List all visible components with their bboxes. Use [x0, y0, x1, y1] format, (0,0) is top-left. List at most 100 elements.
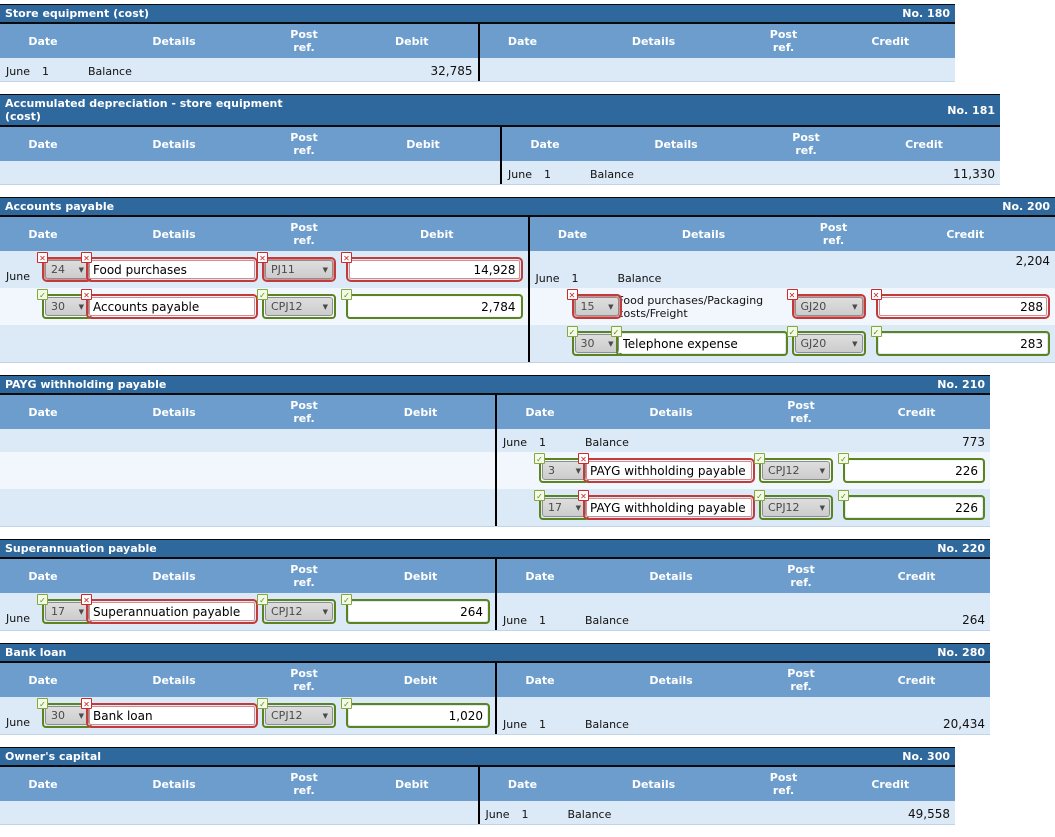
post-ref-select[interactable]: CPJ12▼	[265, 297, 333, 316]
column-header-post-ref: Post ref.	[759, 395, 843, 429]
date-cell: ✓17▼	[497, 489, 583, 526]
amount-input[interactable]	[846, 498, 982, 517]
post-ref-label: Post ref.	[288, 28, 320, 54]
amount-cell: ✓	[876, 331, 1055, 356]
amount-input[interactable]	[879, 297, 1048, 316]
amount-cell: ✓	[346, 599, 495, 624]
details-cell: Balance	[86, 65, 262, 78]
amount-input[interactable]	[349, 706, 487, 725]
post-field: ✓CPJ12▼	[262, 294, 336, 319]
selected-value: 3	[548, 464, 555, 477]
column-header-post-ref: Post ref.	[262, 663, 346, 697]
selected-value: 30	[51, 709, 65, 722]
amount-field: ✓	[346, 599, 490, 624]
post-ref-select[interactable]: CPJ12▼	[265, 602, 333, 621]
post-ref-select[interactable]: GJ20▼	[795, 334, 863, 353]
details-input[interactable]	[619, 334, 785, 353]
post-ref-cell: ✓CPJ12▼	[262, 599, 346, 624]
details-field: ✓	[616, 331, 788, 356]
amount-cell: 20,434	[843, 717, 990, 731]
post-ref-select[interactable]: PJ11▼	[265, 260, 333, 279]
column-header-debit: Debit	[346, 395, 495, 429]
post-ref-label: Post ref.	[768, 771, 800, 797]
error-x-icon: ✕	[567, 289, 578, 300]
details-input[interactable]	[586, 461, 752, 480]
date-select[interactable]: 15▼	[575, 297, 619, 316]
amount-field: ✓	[843, 458, 985, 483]
details-cell: ✕	[583, 458, 759, 483]
account-number: No. 220	[937, 542, 985, 555]
amount-input[interactable]	[846, 461, 982, 480]
column-header-details: Details	[86, 395, 262, 429]
date-month-label: June	[503, 436, 539, 449]
chevron-down-icon: ▼	[852, 340, 857, 348]
amount-text: 2,204	[1016, 254, 1050, 268]
details-cell: ✓	[616, 331, 792, 356]
correct-check-icon: ✓	[534, 453, 545, 464]
date-month-label: June	[486, 808, 522, 821]
amount-cell: 2,204	[876, 251, 1055, 268]
details-input[interactable]	[89, 260, 255, 279]
selected-value: 17	[548, 501, 562, 514]
correct-check-icon: ✓	[754, 490, 765, 501]
error-x-icon: ✕	[578, 453, 589, 464]
chevron-down-icon: ▼	[576, 504, 581, 512]
column-header-credit: Credit	[826, 767, 956, 801]
selected-value: CPJ12	[271, 605, 303, 618]
amount-input[interactable]	[349, 297, 520, 316]
post-ref-label: Post ref.	[785, 399, 817, 425]
selected-value: 15	[581, 300, 595, 313]
error-x-icon: ✕	[787, 289, 798, 300]
details-cell: Balance	[616, 272, 792, 285]
post-ref-select[interactable]: GJ20▼	[795, 297, 863, 316]
debit-side: June✓17▼✕✓CPJ12▼✓	[0, 593, 495, 630]
account-number: No. 181	[947, 104, 995, 117]
selected-value: 17	[51, 605, 65, 618]
post-ref-select[interactable]: CPJ12▼	[265, 706, 333, 725]
amount-input[interactable]	[349, 260, 520, 279]
column-header-date: Date	[0, 663, 86, 697]
date-month-label	[536, 357, 572, 362]
amount-input[interactable]	[349, 602, 487, 621]
details-input[interactable]	[586, 498, 752, 517]
selected-value: GJ20	[801, 300, 827, 313]
details-field: ✕	[86, 599, 258, 624]
post-ref-cell: ✓CPJ12▼	[262, 703, 346, 728]
details-cell: Balance	[583, 614, 759, 627]
post-ref-cell: ✕PJ11▼	[262, 257, 346, 282]
post-ref-select[interactable]: CPJ12▼	[762, 498, 830, 517]
account-name: Owner's capital	[5, 750, 101, 763]
details-input[interactable]	[89, 297, 255, 316]
column-header-details: Details	[86, 24, 262, 58]
column-header-debit: Debit	[346, 127, 500, 161]
amount-text: 773	[962, 435, 985, 449]
amount-cell: ✓	[843, 495, 990, 520]
amount-input[interactable]	[879, 334, 1048, 353]
error-x-icon: ✕	[37, 252, 48, 263]
details-cell: Food purchases/Packaging costs/Freight	[616, 294, 792, 320]
post-ref-select[interactable]: CPJ12▼	[762, 461, 830, 480]
post-ref-label: Post ref.	[768, 28, 800, 54]
details-input[interactable]	[89, 602, 255, 621]
amount-field: ✓	[876, 331, 1051, 356]
column-header-details: Details	[616, 217, 792, 251]
date-day-label: 1	[544, 168, 551, 181]
selected-value: 30	[581, 337, 595, 350]
details-input[interactable]	[89, 706, 255, 725]
date-cell: ✓3▼	[497, 452, 583, 489]
